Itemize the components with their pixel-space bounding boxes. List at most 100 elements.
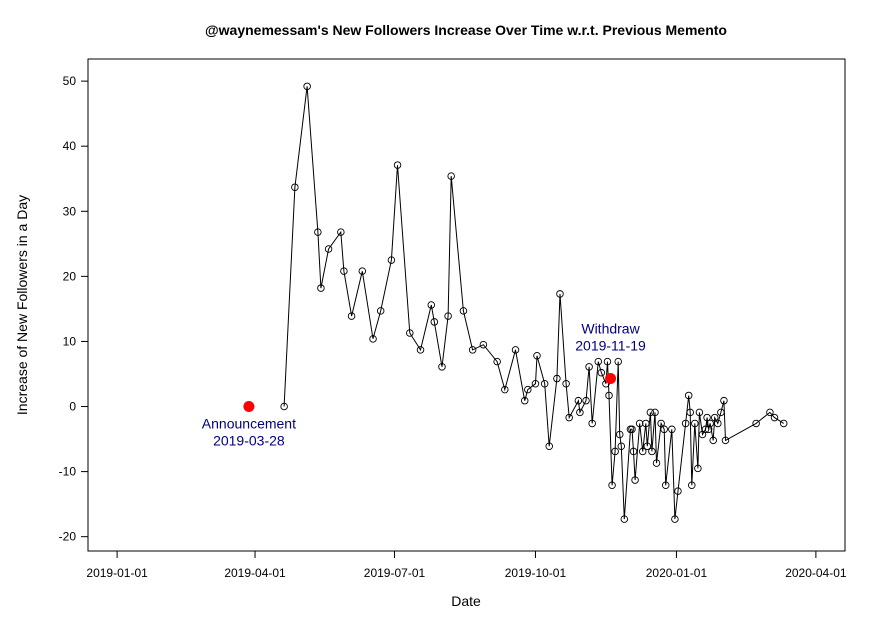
- data-point: [406, 329, 414, 337]
- data-point: [524, 385, 532, 394]
- data-point: [709, 436, 717, 445]
- data-point: [605, 391, 613, 400]
- data-point: [688, 481, 696, 490]
- data-point: [694, 464, 702, 473]
- event-date-label: 2019-03-28: [213, 433, 285, 449]
- x-tick-label: 2020-04-01: [785, 566, 847, 580]
- data-point: [710, 413, 719, 422]
- data-point: [531, 379, 540, 388]
- data-point: [779, 419, 788, 428]
- data-point: [720, 396, 728, 405]
- data-point: [668, 425, 676, 434]
- data-point: [597, 368, 606, 377]
- data-point: [416, 346, 425, 354]
- data-point: [611, 447, 619, 456]
- data-point: [588, 419, 596, 428]
- data-point: [638, 447, 647, 456]
- data-point: [671, 515, 679, 523]
- x-axis: 2019-01-01 2019-04-01 2019-07-01 2019-10-01…: [86, 550, 847, 580]
- chart-title: @waynemessam's New Followers Increase Ov…: [205, 22, 727, 38]
- data-point: [652, 459, 661, 467]
- data-point: [717, 408, 725, 417]
- data-point: [347, 312, 356, 320]
- data-point: [387, 256, 396, 264]
- series-line: [283, 86, 784, 520]
- data-point: [280, 402, 288, 411]
- data-point: [438, 363, 446, 371]
- data-point: [691, 419, 699, 428]
- data-point: [468, 346, 477, 354]
- data-point: [562, 379, 570, 388]
- data-point: [585, 363, 593, 371]
- event-marker: [605, 373, 617, 385]
- y-axis: -20 -10 0 10 20 30 40 50: [59, 74, 89, 544]
- data-series: [280, 82, 788, 523]
- y-tick-label: 20: [63, 269, 77, 283]
- event-label: Announcement: [202, 416, 296, 432]
- data-point: [376, 307, 385, 315]
- data-point: [427, 301, 436, 309]
- data-point: [444, 312, 452, 320]
- data-point: [752, 419, 760, 428]
- data-point: [643, 442, 652, 450]
- data-point: [701, 425, 710, 434]
- data-point: [629, 447, 638, 456]
- x-tick-label: 2019-07-01: [364, 566, 426, 580]
- x-tick-label: 2019-04-01: [224, 566, 286, 580]
- data-point: [648, 447, 656, 456]
- data-point: [657, 419, 665, 428]
- data-point: [582, 396, 590, 405]
- data-point: [556, 290, 564, 298]
- data-point: [703, 413, 711, 422]
- data-point: [651, 408, 659, 417]
- data-point: [608, 481, 616, 490]
- data-point: [459, 307, 468, 315]
- data-point: [553, 374, 561, 383]
- data-point: [766, 408, 774, 417]
- y-tick-label: 0: [69, 400, 76, 414]
- plot-frame: [87, 58, 846, 552]
- data-point: [511, 346, 520, 354]
- data-point: [706, 419, 714, 428]
- data-point: [686, 408, 694, 417]
- data-point: [704, 425, 713, 434]
- data-point: [646, 408, 655, 417]
- data-point: [540, 379, 549, 388]
- data-point: [684, 391, 693, 400]
- data-point: [695, 408, 704, 417]
- x-tick-label: 2019-10-01: [505, 566, 567, 580]
- data-point: [303, 82, 311, 91]
- x-axis-label: Date: [451, 593, 481, 609]
- y-tick-label: -10: [59, 465, 77, 479]
- data-point: [501, 385, 509, 394]
- y-tick-label: -20: [59, 530, 77, 544]
- data-point: [545, 442, 553, 450]
- y-axis-label: Increase of New Followers in a Day: [14, 195, 30, 415]
- data-point: [291, 183, 299, 191]
- data-point: [337, 228, 345, 236]
- data-point: [358, 267, 367, 275]
- data-point: [642, 419, 650, 428]
- y-tick-label: 40: [63, 139, 77, 153]
- data-point: [681, 419, 690, 428]
- data-point: [674, 487, 682, 495]
- data-point: [369, 335, 377, 343]
- data-point: [340, 267, 348, 275]
- data-point: [447, 172, 455, 180]
- x-tick-label: 2019-01-01: [86, 566, 148, 580]
- data-point: [493, 357, 501, 366]
- data-point: [631, 476, 639, 484]
- data-point: [520, 396, 529, 405]
- event-marker: [243, 401, 255, 413]
- data-point: [393, 161, 402, 169]
- data-point: [615, 430, 624, 439]
- event-label: Withdraw: [581, 321, 640, 337]
- data-point: [479, 340, 488, 349]
- data-point: [620, 515, 629, 523]
- data-point: [594, 357, 603, 366]
- data-point: [533, 352, 541, 360]
- data-point: [576, 408, 584, 417]
- data-point: [574, 396, 583, 405]
